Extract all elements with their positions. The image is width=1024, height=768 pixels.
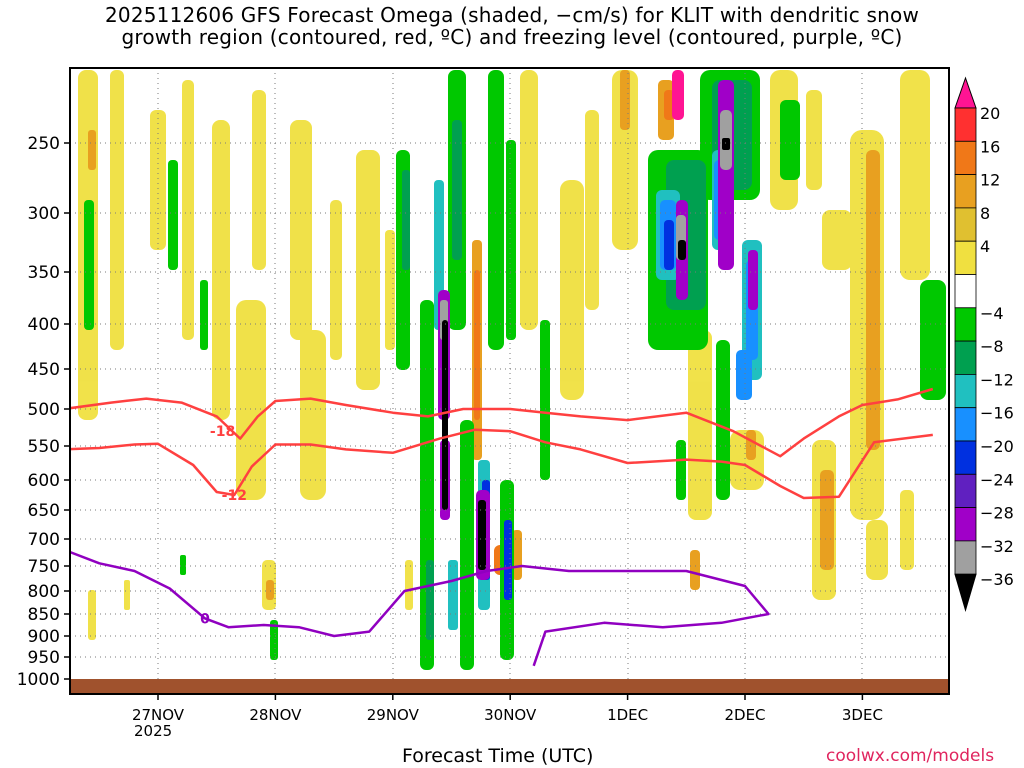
terrain-ground (70, 679, 949, 694)
colorbar: 20 16 12 8 4 −4 −8 −12 −16 −20 −24 −28 −32 −36 (954, 76, 1014, 612)
y-tick-label: 350 (28, 263, 60, 283)
colorbar-label: −32 (980, 537, 1014, 556)
title-line-2: growth region (contoured, red, ºC) and f… (121, 25, 903, 49)
colorbar-label: −36 (980, 570, 1014, 589)
colorbar-label: 20 (980, 104, 1000, 123)
title-line-1: 2025112606 GFS Forecast Omega (shaded, −… (104, 3, 920, 27)
colorbar-swatch (954, 407, 977, 442)
colorbar-swatch (954, 274, 977, 309)
y-tick-label: 650 (28, 501, 60, 521)
colorbar-label: 8 (980, 204, 990, 223)
x-axis-year-label: 2025 (134, 722, 173, 740)
colorbar-top-arrow (954, 76, 977, 109)
y-tick-label: 550 (28, 437, 60, 457)
chart-title: 2025112606 GFS Forecast Omega (shaded, −… (0, 4, 1024, 48)
contour-label-0: -12 (222, 488, 247, 504)
colorbar-swatch (954, 107, 977, 142)
y-tick-label: 500 (28, 400, 60, 420)
colorbar-swatch (954, 307, 977, 342)
colorbar-label: −28 (980, 504, 1014, 523)
y-tick-label: 800 (28, 582, 60, 602)
y-tick-label: 450 (28, 360, 60, 380)
y-tick-label: 900 (28, 627, 60, 647)
x-tick-label: 29NOV (367, 706, 420, 724)
credit-link[interactable]: coolwx.com/models (826, 746, 995, 766)
colorbar-swatch (954, 440, 977, 475)
x-axis: 27NOV 28NOV 29NOV 30NOV 1DEC 2DEC 3DEC (132, 694, 883, 724)
plot-area: -12 -18 0 (69, 67, 950, 695)
colorbar-label: −20 (980, 437, 1014, 456)
x-tick-label: 27NOV (132, 706, 185, 724)
contour-line-1 (70, 387, 934, 458)
colorbar-swatch (954, 473, 977, 508)
x-tick-label: 2DEC (724, 706, 765, 724)
colorbar-label: 4 (980, 237, 990, 256)
colorbar-label: −12 (980, 370, 1014, 389)
colorbar-bottom-arrow (954, 573, 977, 612)
colorbar-label: −16 (980, 404, 1014, 423)
contour-layer: -12 -18 0 (70, 387, 934, 667)
colorbar-swatch (954, 140, 977, 176)
colorbar-swatch (954, 207, 977, 242)
x-tick-label: 28NOV (249, 706, 302, 724)
y-tick-label: 850 (28, 605, 60, 625)
colorbar-swatch (954, 340, 977, 375)
colorbar-swatch (954, 373, 977, 409)
y-tick-label: 250 (28, 134, 60, 154)
x-tick-label: 1DEC (607, 706, 648, 724)
x-tick-label: 3DEC (842, 706, 883, 724)
colorbar-label: −8 (980, 337, 1004, 356)
y-axis: 2503003504004505005506006507007508008509… (17, 134, 70, 690)
y-tick-label: 1000 (17, 670, 60, 690)
colorbar-swatch (954, 540, 977, 575)
colorbar-label: −4 (980, 304, 1004, 323)
contour-label-1: -18 (210, 424, 235, 440)
colorbar-label: −24 (980, 470, 1014, 489)
y-tick-label: 750 (28, 557, 60, 577)
y-tick-label: 300 (28, 204, 60, 224)
x-tick-label: 30NOV (484, 706, 537, 724)
contour-line-0 (70, 428, 933, 500)
colorbar-label: 16 (980, 137, 1000, 156)
omega-shading (78, 70, 946, 670)
y-tick-label: 700 (28, 530, 60, 550)
x-axis-title: Forecast Time (UTC) (402, 745, 594, 767)
contour-line-2 (70, 550, 770, 667)
y-tick-label: 400 (28, 315, 60, 335)
contour-label-2: 0 (200, 611, 210, 627)
colorbar-label: 12 (980, 171, 1000, 190)
y-tick-label: 950 (28, 648, 60, 668)
colorbar-swatch (954, 240, 977, 275)
colorbar-swatch (954, 174, 977, 209)
y-tick-label: 600 (28, 471, 60, 491)
colorbar-swatch (954, 507, 977, 542)
